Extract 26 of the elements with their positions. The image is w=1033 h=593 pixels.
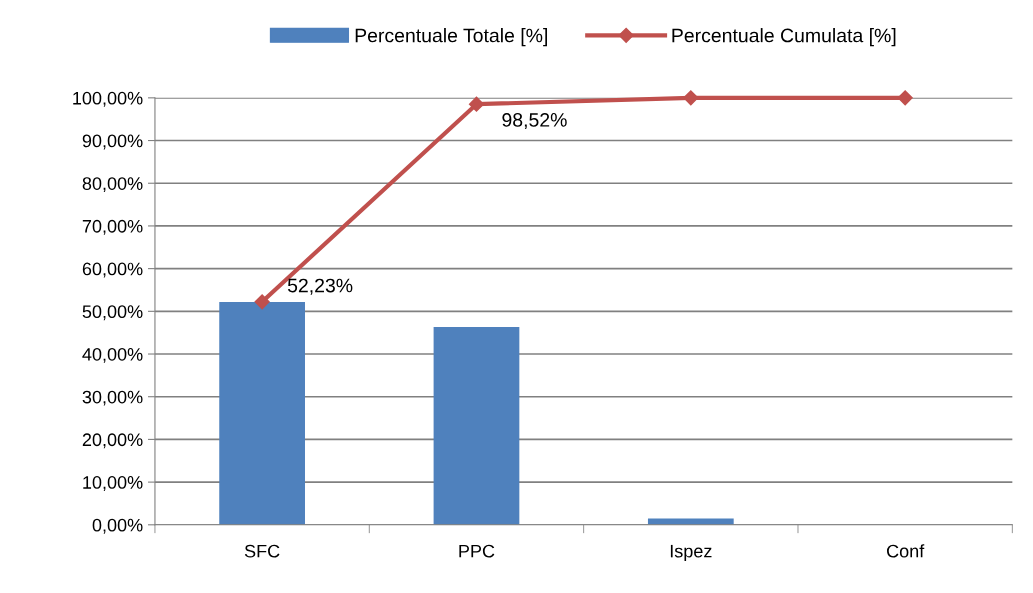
point xyxy=(683,90,699,106)
point xyxy=(254,294,270,310)
bar xyxy=(433,327,520,525)
y-tick-label: 60,00% xyxy=(82,262,143,278)
y-tick-label: 0,00% xyxy=(92,518,143,534)
data-label: 98,52% xyxy=(502,113,567,130)
y-tick-label: 80,00% xyxy=(82,177,143,193)
bar xyxy=(647,518,734,525)
y-tick-label: 30,00% xyxy=(82,390,143,406)
point xyxy=(468,96,485,112)
x-tick-label: PPC xyxy=(459,544,495,558)
y-tick-label: 100,00% xyxy=(73,91,143,107)
legend-label: Percentuale Totale [%] xyxy=(355,28,547,47)
y-tick-label: 50,00% xyxy=(82,305,143,321)
data-label: 52,23% xyxy=(287,278,353,295)
x-tick-label: Conf xyxy=(887,544,925,558)
bar xyxy=(219,301,305,525)
y-tick-label: 70,00% xyxy=(82,219,143,235)
y-tick-label: 20,00% xyxy=(82,433,143,449)
y-tick-label: 10,00% xyxy=(83,476,143,491)
x-tick-label: SFC xyxy=(244,544,280,558)
legend-label: Percentuale Cumulata [%] xyxy=(672,28,896,47)
y-tick-label: 90,00% xyxy=(82,134,143,150)
x-tick-label: Ispez xyxy=(670,544,712,562)
y-tick-label: 40,00% xyxy=(82,347,143,363)
point xyxy=(897,90,913,106)
